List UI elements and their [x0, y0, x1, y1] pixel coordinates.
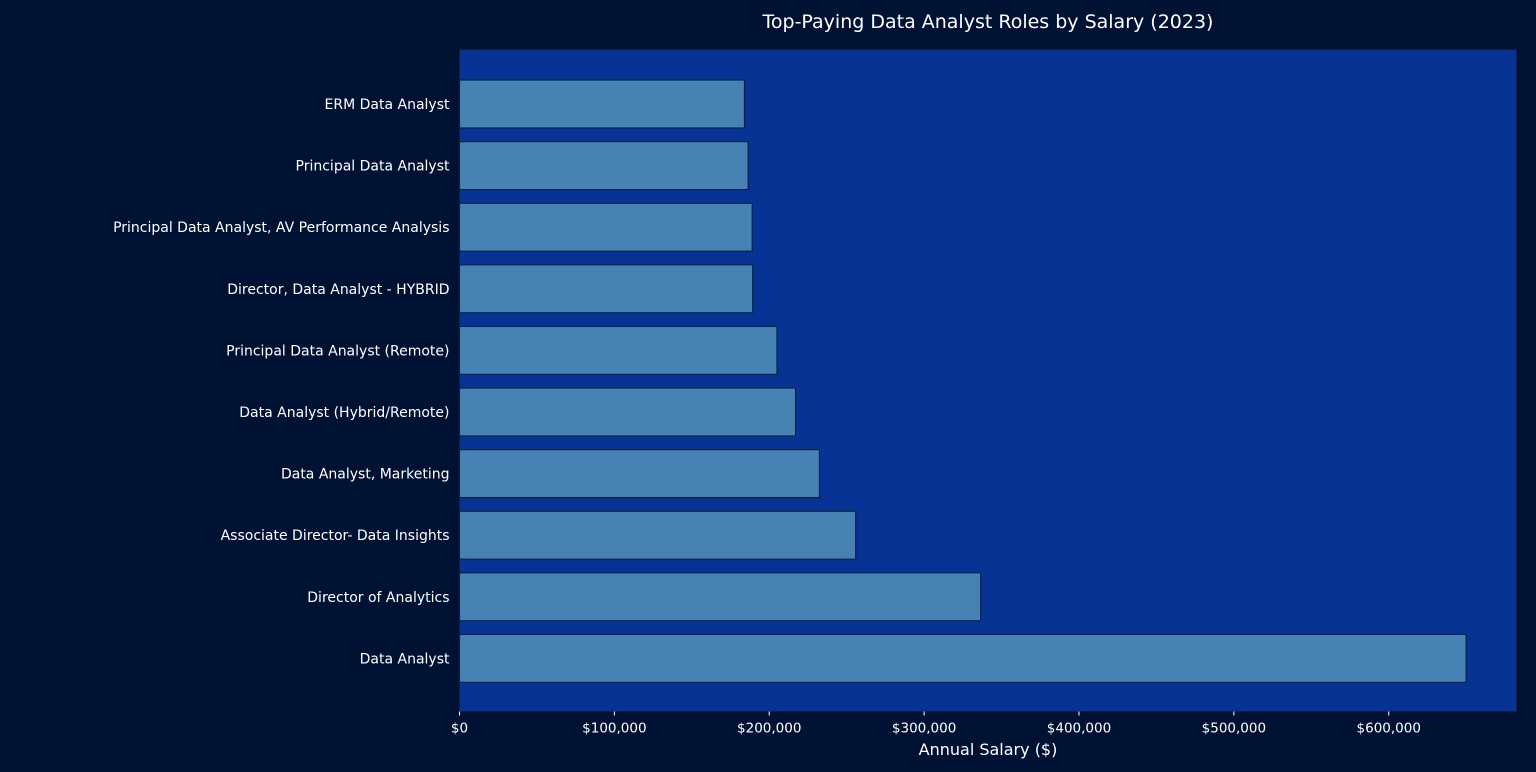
bar [458, 510, 857, 560]
x-tick-label: $500,000 [1202, 721, 1266, 737]
y-tick-label: Data Analyst (Hybrid/Remote) [239, 405, 449, 421]
x-tick-label: $300,000 [892, 721, 956, 737]
bar [458, 141, 749, 191]
bar [458, 387, 797, 437]
y-tick-label: Principal Data Analyst (Remote) [226, 343, 449, 359]
bar [458, 325, 778, 375]
x-tick-label: $100,000 [582, 721, 646, 737]
bar [458, 202, 753, 252]
x-tick-label: $400,000 [1047, 721, 1111, 737]
x-tick-label: $0 [451, 721, 468, 737]
y-tick-label: Principal Data Analyst, AV Performance A… [113, 220, 449, 236]
bar [458, 79, 746, 129]
y-tick-label: ERM Data Analyst [325, 97, 450, 113]
bar [458, 572, 982, 622]
y-tick-label: Associate Director- Data Insights [221, 528, 450, 544]
category-labels: ERM Data Analyst Principal Data Analyst Pr… [113, 97, 450, 667]
bar [458, 264, 754, 314]
chart-title: Top-Paying Data Analyst Roles by Salary … [762, 11, 1214, 33]
y-tick-label: Director, Data Analyst - HYBRID [227, 282, 449, 298]
x-axis-ticks: $0 $100,000 $200,000 $300,000 $400,000 $500,0… [451, 711, 1421, 737]
y-tick-label: Director of Analytics [307, 590, 449, 606]
y-tick-label: Data Analyst, Marketing [281, 467, 450, 483]
bar [458, 449, 821, 499]
y-tick-label: Principal Data Analyst [296, 159, 450, 175]
bars-group [458, 79, 1467, 684]
bar [458, 633, 1467, 684]
y-tick-label: Data Analyst [360, 651, 450, 667]
x-tick-label: $200,000 [737, 721, 801, 737]
x-axis-label: Annual Salary ($) [919, 740, 1058, 759]
x-tick-label: $600,000 [1357, 721, 1421, 737]
